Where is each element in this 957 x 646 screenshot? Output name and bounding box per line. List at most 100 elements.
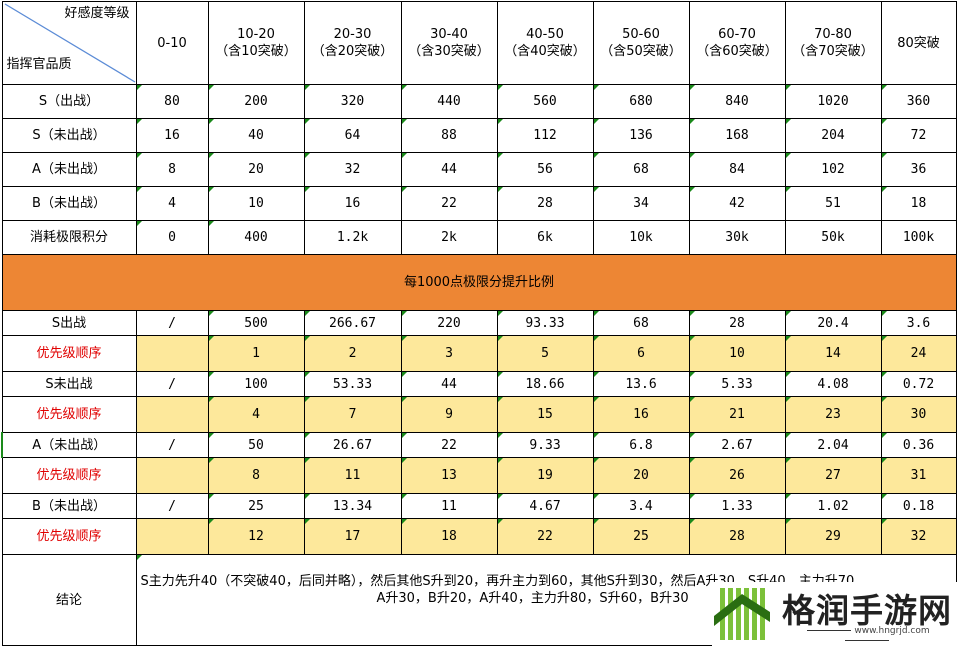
cell: 5.33	[688, 371, 786, 397]
cell: 26.67	[303, 432, 402, 458]
cell: 32	[880, 518, 957, 555]
cell: 1	[207, 335, 305, 372]
cell: 6.8	[592, 432, 690, 458]
cell: 40	[207, 118, 305, 153]
section-title-row: 每1000点极限分提升比例	[1, 254, 957, 311]
cell: 64	[303, 118, 402, 153]
row-label: A（未出战）	[1, 432, 137, 458]
cell: 16	[135, 118, 209, 153]
row-label: A（未出战）	[1, 152, 137, 187]
cell: 8	[207, 457, 305, 494]
priority-row: 优先级顺序 4 7 9 15 16 21 23 30	[1, 396, 957, 433]
column-header: 80突破	[880, 1, 957, 85]
column-header: 10-20 （含10突破）	[207, 1, 305, 85]
cell: 100	[207, 371, 305, 397]
cell: 29	[784, 518, 882, 555]
cell: 80	[135, 84, 209, 119]
cell: 560	[496, 84, 594, 119]
cell: 102	[784, 152, 882, 187]
cell: 320	[303, 84, 402, 119]
cell: 32	[303, 152, 402, 187]
cell: 168	[688, 118, 786, 153]
header-row: 好感度等级 指挥官品质 0-10 10-20 （含10突破） 20-30 （含20突…	[1, 1, 957, 85]
cell: 9.33	[496, 432, 594, 458]
column-header: 60-70 （含60突破）	[688, 1, 786, 85]
row-label: B（未出战）	[1, 493, 137, 519]
cell	[135, 335, 209, 372]
priority-label: 优先级顺序	[1, 457, 137, 494]
cell: 0.18	[880, 493, 957, 519]
cell: 18	[880, 186, 957, 221]
cell: 440	[400, 84, 498, 119]
cell: 1.33	[688, 493, 786, 519]
priority-row: 优先级顺序 1 2 3 5 6 10 14 24	[1, 335, 957, 372]
cell: 20.4	[784, 310, 882, 336]
ratio-row: S未出战 / 100 53.33 44 18.66 13.6 5.33 4.08…	[1, 371, 957, 397]
cell: 84	[688, 152, 786, 187]
cell: 24	[880, 335, 957, 372]
cell: 28	[688, 518, 786, 555]
cell: 25	[207, 493, 305, 519]
cell: 3.4	[592, 493, 690, 519]
ratio-row: A（未出战） / 50 26.67 22 9.33 6.8 2.67 2.04 …	[1, 432, 957, 458]
row-label: S出战	[1, 310, 137, 336]
ratio-row: B（未出战） / 25 13.34 11 4.67 3.4 1.33 1.02 …	[1, 493, 957, 519]
cell: 2k	[400, 220, 498, 255]
cell: 136	[592, 118, 690, 153]
cell: 204	[784, 118, 882, 153]
cell: 51	[784, 186, 882, 221]
cell: 400	[207, 220, 305, 255]
cell: 20	[592, 457, 690, 494]
points-row: S（出战） 80 200 320 440 560 680 840 1020 36…	[1, 84, 957, 119]
cell: 0	[135, 220, 209, 255]
cell: 42	[688, 186, 786, 221]
row-label: S（未出战）	[1, 118, 137, 153]
cell: 2.67	[688, 432, 786, 458]
cell: 15	[496, 396, 594, 433]
cell: 21	[688, 396, 786, 433]
cell: 22	[400, 432, 498, 458]
row-label: B（未出战）	[1, 186, 137, 221]
cell: 11	[303, 457, 402, 494]
cell: 28	[688, 310, 786, 336]
cell: 2.04	[784, 432, 882, 458]
column-header: 0-10	[135, 1, 209, 85]
cell: 2	[303, 335, 402, 372]
cell: 68	[592, 152, 690, 187]
cell: 4	[135, 186, 209, 221]
cell: 3.6	[880, 310, 957, 336]
commander-quality-label: 指挥官品质	[6, 57, 72, 72]
points-row: S（未出战） 16 40 64 88 112 136 168 204 72	[1, 118, 957, 153]
cell: 53.33	[303, 371, 402, 397]
priority-label: 优先级顺序	[1, 335, 137, 372]
cell: 13.6	[592, 371, 690, 397]
row-label: 消耗极限积分	[1, 220, 137, 255]
cell: 50k	[784, 220, 882, 255]
cell: 1.2k	[303, 220, 402, 255]
cell: 16	[592, 396, 690, 433]
cell: /	[135, 432, 209, 458]
cell: 30k	[688, 220, 786, 255]
priority-row: 优先级顺序 8 11 13 19 20 26 27 31	[1, 457, 957, 494]
ratio-row: S出战 / 500 266.67 220 93.33 68 28 20.4 3.…	[1, 310, 957, 336]
cell: 27	[784, 457, 882, 494]
cell: 0.72	[880, 371, 957, 397]
points-row: B（未出战） 4 10 16 22 28 34 42 51 18	[1, 186, 957, 221]
cell	[135, 457, 209, 494]
cell: 13	[400, 457, 498, 494]
cell: 10	[207, 186, 305, 221]
column-header: 30-40 （含30突破）	[400, 1, 498, 85]
cell: 44	[400, 371, 498, 397]
cell: 6	[592, 335, 690, 372]
cell: 20	[207, 152, 305, 187]
column-header: 40-50 （含40突破）	[496, 1, 594, 85]
cell: 31	[880, 457, 957, 494]
cell: 22	[400, 186, 498, 221]
cell: /	[135, 310, 209, 336]
priority-row: 优先级顺序 12 17 18 22 25 28 29 32	[1, 518, 957, 555]
cell: 68	[592, 310, 690, 336]
cell: 88	[400, 118, 498, 153]
cell: 360	[880, 84, 957, 119]
cell: 0.36	[880, 432, 957, 458]
